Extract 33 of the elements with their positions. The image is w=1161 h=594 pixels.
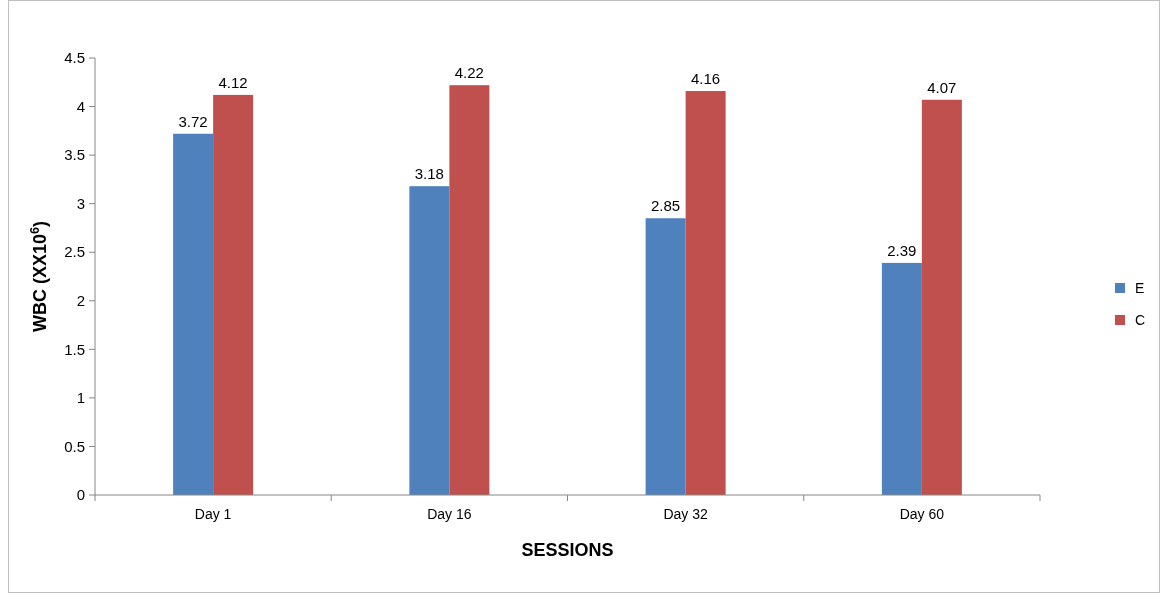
legend-label: E: [1135, 279, 1145, 296]
data-label: 4.16: [691, 70, 721, 88]
bar: [449, 85, 490, 495]
data-label: 3.18: [414, 165, 444, 183]
bar: [409, 186, 450, 495]
y-tick-label: 4.5: [64, 49, 85, 67]
y-tick-label: 3.5: [64, 146, 85, 164]
y-tick-label: 3: [76, 194, 85, 212]
y-tick-label: 2.5: [64, 243, 85, 261]
data-label: 2.39: [887, 241, 917, 259]
data-label: 4.12: [218, 73, 248, 91]
x-tick-label: Day 1: [194, 506, 232, 522]
x-tick-label: Day 60: [899, 506, 945, 522]
y-tick-label: 1.5: [64, 340, 85, 358]
data-label: 4.07: [927, 78, 957, 96]
x-tick-label: Day 32: [663, 506, 709, 522]
bar: [173, 133, 214, 495]
legend-label: C: [1135, 311, 1146, 328]
data-label: 4.22: [454, 64, 484, 82]
bar: [645, 218, 686, 495]
bar: [921, 99, 962, 495]
bar: [685, 91, 726, 495]
y-tick-label: 0: [76, 486, 85, 504]
data-label: 3.72: [178, 112, 208, 130]
y-tick-label: 4: [76, 97, 85, 115]
bar: [213, 94, 254, 495]
bar: [881, 262, 922, 495]
data-label: 2.85: [651, 197, 681, 215]
y-tick-label: 1: [76, 389, 85, 407]
x-tick-label: Day 16: [427, 506, 472, 522]
y-tick-label: 0.5: [64, 437, 85, 455]
y-tick-label: 2: [76, 292, 85, 310]
x-axis-title: SESSIONS: [521, 540, 614, 560]
